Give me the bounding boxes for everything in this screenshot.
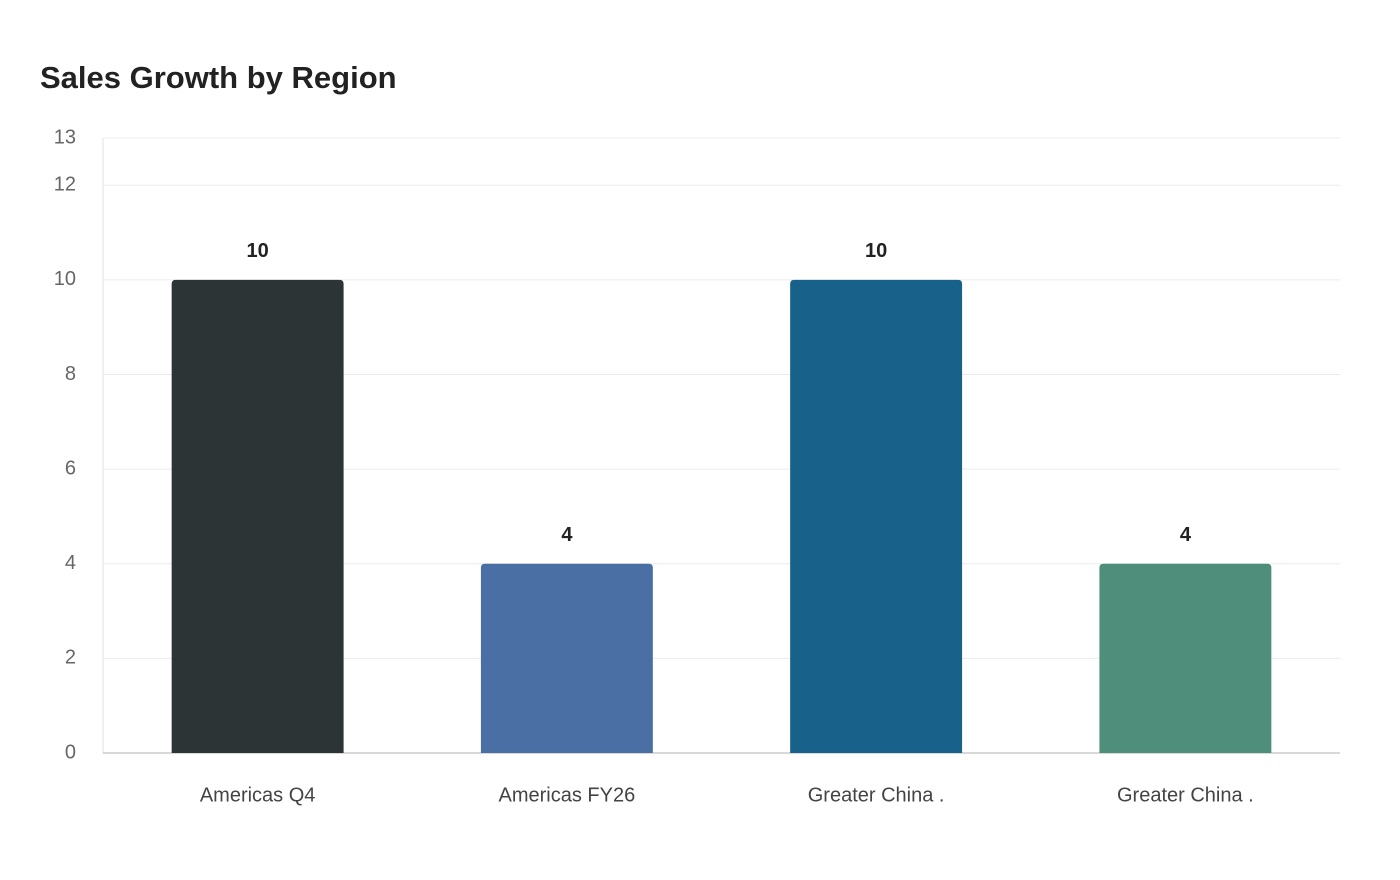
y-tick-label: 2 xyxy=(65,647,76,669)
x-tick-label: Americas Q4 xyxy=(200,784,316,806)
x-tick-label: Americas FY26 xyxy=(499,784,636,806)
x-tick-label: Greater China . xyxy=(808,784,945,806)
data-label: 10 xyxy=(865,240,887,262)
bar xyxy=(1099,563,1272,753)
bar xyxy=(171,279,344,753)
y-tick-label: 4 xyxy=(65,552,76,574)
y-tick-label: 6 xyxy=(65,457,76,479)
bar xyxy=(480,563,653,753)
y-tick-label: 13 xyxy=(54,126,76,148)
data-label: 4 xyxy=(1180,524,1192,546)
data-label: 4 xyxy=(561,524,573,546)
y-tick-label: 0 xyxy=(65,741,76,763)
bar xyxy=(790,279,963,753)
chart-title: Sales Growth by Region xyxy=(40,60,397,95)
y-tick-label: 8 xyxy=(65,363,76,385)
data-label: 10 xyxy=(247,240,269,262)
x-tick-label: Greater China . xyxy=(1117,784,1254,806)
y-tick-label: 10 xyxy=(54,268,76,290)
y-tick-label: 12 xyxy=(54,174,76,196)
